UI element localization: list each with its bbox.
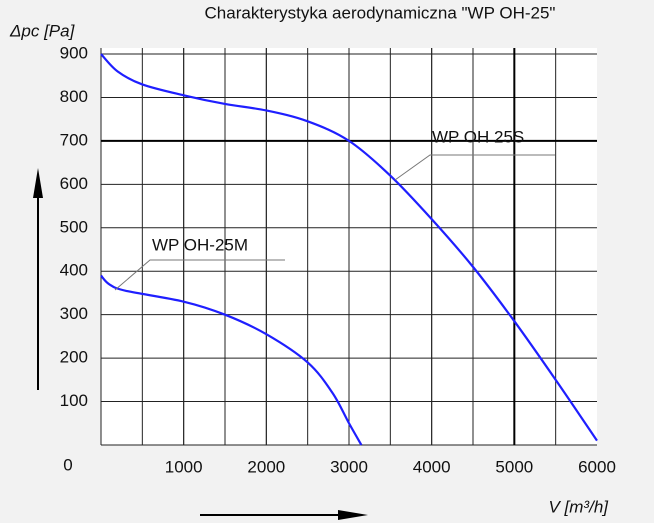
series-label: WP OH-25M xyxy=(152,235,248,254)
y-tick-label: 700 xyxy=(60,130,88,149)
y-tick-label: 900 xyxy=(60,43,88,62)
x-tick-label: 6000 xyxy=(578,457,616,476)
y-tick-label: 600 xyxy=(60,174,88,193)
x-tick-label: 4000 xyxy=(413,457,451,476)
leader-line xyxy=(394,154,555,181)
y-tick-label: 300 xyxy=(60,304,88,323)
y-axis-label: Δpc [Pa] xyxy=(9,21,76,40)
x-tick-label: 5000 xyxy=(495,457,533,476)
x-arrow xyxy=(200,510,368,520)
x-axis-label: V [m³/h] xyxy=(548,497,609,516)
x-tick-label: 1000 xyxy=(165,457,203,476)
leader-line xyxy=(114,259,285,291)
series-label: WP OH 25S xyxy=(432,127,524,146)
y-tick-label: 400 xyxy=(60,261,88,280)
x-tick-label: 3000 xyxy=(330,457,368,476)
y-tick-label: 800 xyxy=(60,87,88,106)
y-tick-label: 500 xyxy=(60,217,88,236)
y-tick-label: 100 xyxy=(60,391,88,410)
series-line xyxy=(100,274,363,446)
series-line xyxy=(100,53,598,442)
y-arrow xyxy=(33,168,43,390)
chart-title: Charakterystyka aerodynamiczna "WP OH-25… xyxy=(205,3,556,22)
origin-label: 0 xyxy=(63,455,72,474)
y-tick-label: 200 xyxy=(60,348,88,367)
x-tick-label: 2000 xyxy=(247,457,285,476)
